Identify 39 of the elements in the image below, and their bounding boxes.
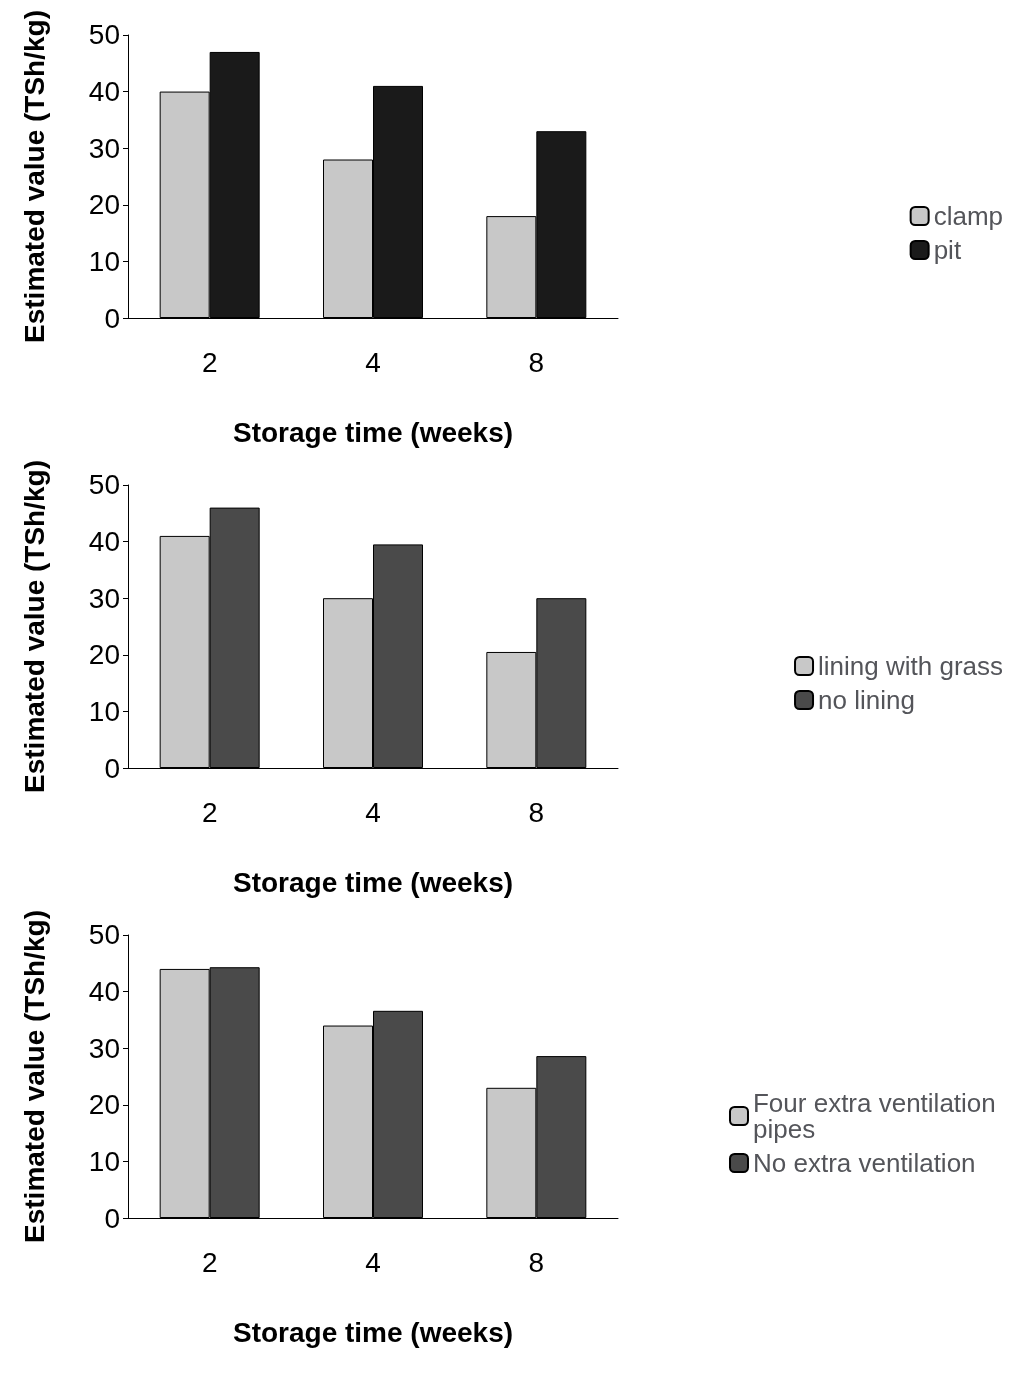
legend-label: lining with grass	[818, 651, 1004, 681]
y-axis-title: Estimated value (TSh/kg)	[18, 460, 50, 793]
y-tick-label: 0	[104, 1202, 120, 1234]
y-tick-label: 50	[88, 919, 120, 951]
y-axis-title: Estimated value (TSh/kg)	[18, 10, 50, 343]
x-tick-label: 4	[365, 796, 381, 828]
legend-label: pit	[933, 235, 962, 265]
y-tick-label: 50	[88, 19, 120, 51]
y-tick-label: 40	[88, 976, 120, 1008]
y-tick-label: 20	[88, 639, 120, 671]
y-tick-label: 20	[88, 1089, 120, 1121]
x-tick-label: 2	[201, 1246, 218, 1278]
legend-label: no lining	[818, 685, 915, 715]
x-tick-label: 2	[201, 796, 218, 828]
x-tick-label: 8	[528, 796, 545, 828]
y-tick-label: 40	[88, 526, 120, 558]
y-tick-label: 30	[88, 1032, 120, 1064]
legend-label: No extra ventilation	[752, 1148, 976, 1178]
y-tick-label: 30	[88, 132, 120, 164]
x-axis-title: Storage time (weeks)	[232, 866, 514, 898]
y-tick-label: 30	[88, 582, 120, 614]
x-tick-label: 8	[528, 346, 545, 378]
x-tick-label: 8	[528, 1246, 545, 1278]
x-tick-label: 2	[201, 346, 218, 378]
x-tick-label: 4	[365, 1246, 381, 1278]
x-axis-title: Storage time (weeks)	[232, 416, 514, 448]
y-tick-label: 10	[88, 1145, 120, 1177]
legend-label: Four extra ventilation pipes	[752, 1088, 1004, 1144]
y-tick-label: 20	[88, 189, 120, 221]
legend-label: clamp	[933, 201, 1003, 231]
y-tick-label: 0	[104, 302, 120, 334]
y-tick-label: 10	[88, 695, 120, 727]
y-tick-label: 0	[104, 752, 120, 784]
x-tick-label: 4	[365, 346, 381, 378]
y-tick-label: 10	[88, 245, 120, 277]
y-tick-label: 40	[88, 76, 120, 108]
y-tick-label: 50	[88, 469, 120, 501]
x-axis-title: Storage time (weeks)	[232, 1316, 514, 1348]
y-axis-title: Estimated value (TSh/kg)	[18, 910, 50, 1243]
